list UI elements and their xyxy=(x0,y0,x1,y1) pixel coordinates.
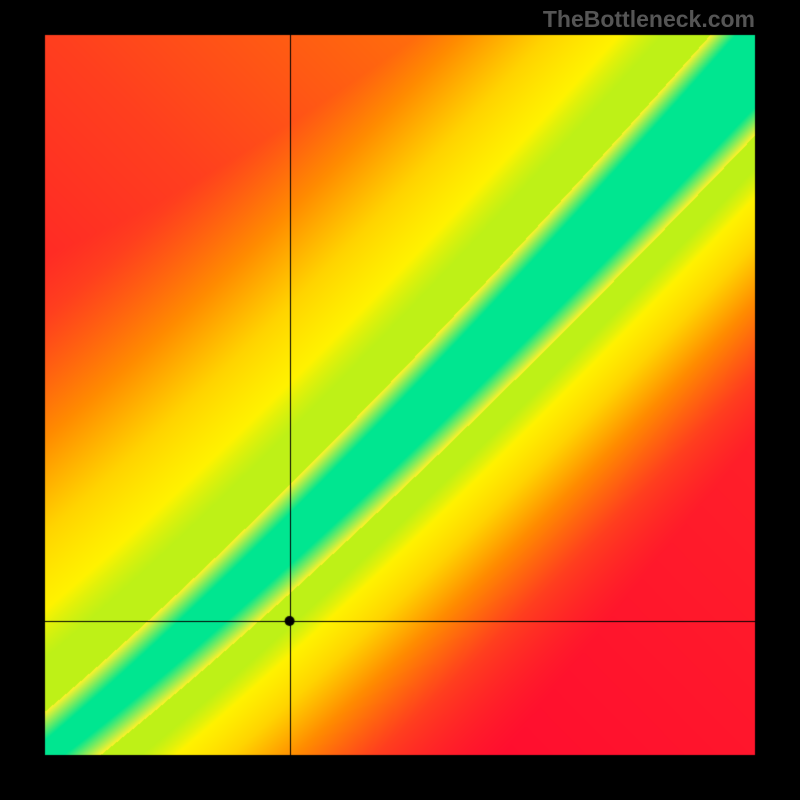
heatmap-canvas xyxy=(0,0,800,800)
watermark-text: TheBottleneck.com xyxy=(543,6,755,33)
chart-container: TheBottleneck.com xyxy=(0,0,800,800)
